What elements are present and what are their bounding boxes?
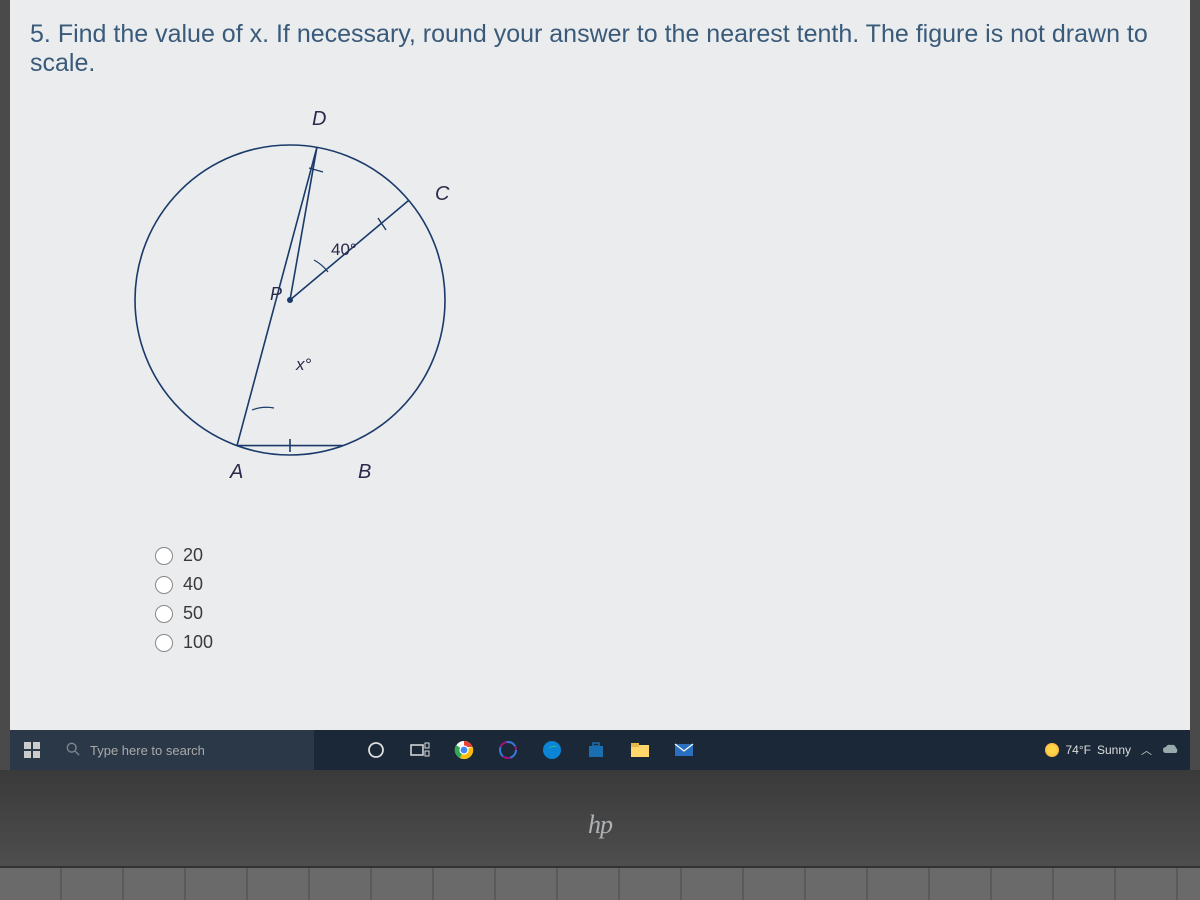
keyboard-edge xyxy=(0,866,1200,900)
weather-widget[interactable]: 74°F Sunny xyxy=(1045,743,1131,757)
windows-icon xyxy=(24,742,40,758)
tray-overflow-icon[interactable]: ︿ xyxy=(1141,742,1152,758)
search-icon xyxy=(66,742,80,759)
system-tray: 74°F Sunny ︿ xyxy=(1045,742,1190,758)
angle-arc-40 xyxy=(314,260,328,272)
option-label: 20 xyxy=(183,545,203,566)
radio-icon xyxy=(155,605,173,623)
start-button[interactable] xyxy=(10,730,54,770)
taskbar-pinned xyxy=(354,730,706,770)
sun-icon xyxy=(1045,743,1059,757)
hp-logo: hp xyxy=(588,810,612,840)
label-40deg: 40° xyxy=(331,240,357,259)
label-C: C xyxy=(435,183,450,205)
radio-icon xyxy=(155,576,173,594)
laptop-frame: 5. Find the value of x. If necessary, ro… xyxy=(0,0,1200,900)
radio-icon xyxy=(155,634,173,652)
settings-swirl-icon[interactable] xyxy=(486,730,530,770)
option-50[interactable]: 50 xyxy=(155,603,213,624)
label-A: A xyxy=(229,461,243,483)
question-number: 5. xyxy=(30,20,51,48)
weather-condition: Sunny xyxy=(1097,743,1131,757)
weather-temp: 74°F xyxy=(1065,743,1090,757)
option-label: 50 xyxy=(183,603,203,624)
store-icon[interactable] xyxy=(574,730,618,770)
option-label: 40 xyxy=(183,574,203,595)
label-B: B xyxy=(358,461,371,483)
taskbar: Type here to search xyxy=(10,730,1190,770)
option-100[interactable]: 100 xyxy=(155,632,213,653)
label-D: D xyxy=(312,108,326,130)
chrome-icon[interactable] xyxy=(442,730,486,770)
edge-icon[interactable] xyxy=(530,730,574,770)
option-40[interactable]: 40 xyxy=(155,574,213,595)
label-xdeg: x° xyxy=(295,355,312,374)
answer-options: 20 40 50 100 xyxy=(155,545,213,661)
quiz-content: 5. Find the value of x. If necessary, ro… xyxy=(10,0,1190,730)
geometry-figure: D C B A P 40° x° xyxy=(110,90,470,520)
option-20[interactable]: 20 xyxy=(155,545,213,566)
search-placeholder: Type here to search xyxy=(90,743,205,758)
mail-icon[interactable] xyxy=(662,730,706,770)
label-P: P xyxy=(270,284,282,304)
question-body: Find the value of x. If necessary, round… xyxy=(30,20,1148,77)
file-explorer-icon[interactable] xyxy=(618,730,662,770)
radius-PD xyxy=(290,147,317,300)
radio-icon xyxy=(155,547,173,565)
option-label: 100 xyxy=(183,632,213,653)
taskbar-search[interactable]: Type here to search xyxy=(54,730,314,770)
question-text: 5. Find the value of x. If necessary, ro… xyxy=(30,20,1180,78)
screen: 5. Find the value of x. If necessary, ro… xyxy=(10,0,1190,770)
cortana-circle-icon[interactable] xyxy=(354,730,398,770)
angle-arc-x xyxy=(252,407,274,410)
task-view-icon[interactable] xyxy=(398,730,442,770)
onedrive-icon[interactable] xyxy=(1162,743,1178,758)
